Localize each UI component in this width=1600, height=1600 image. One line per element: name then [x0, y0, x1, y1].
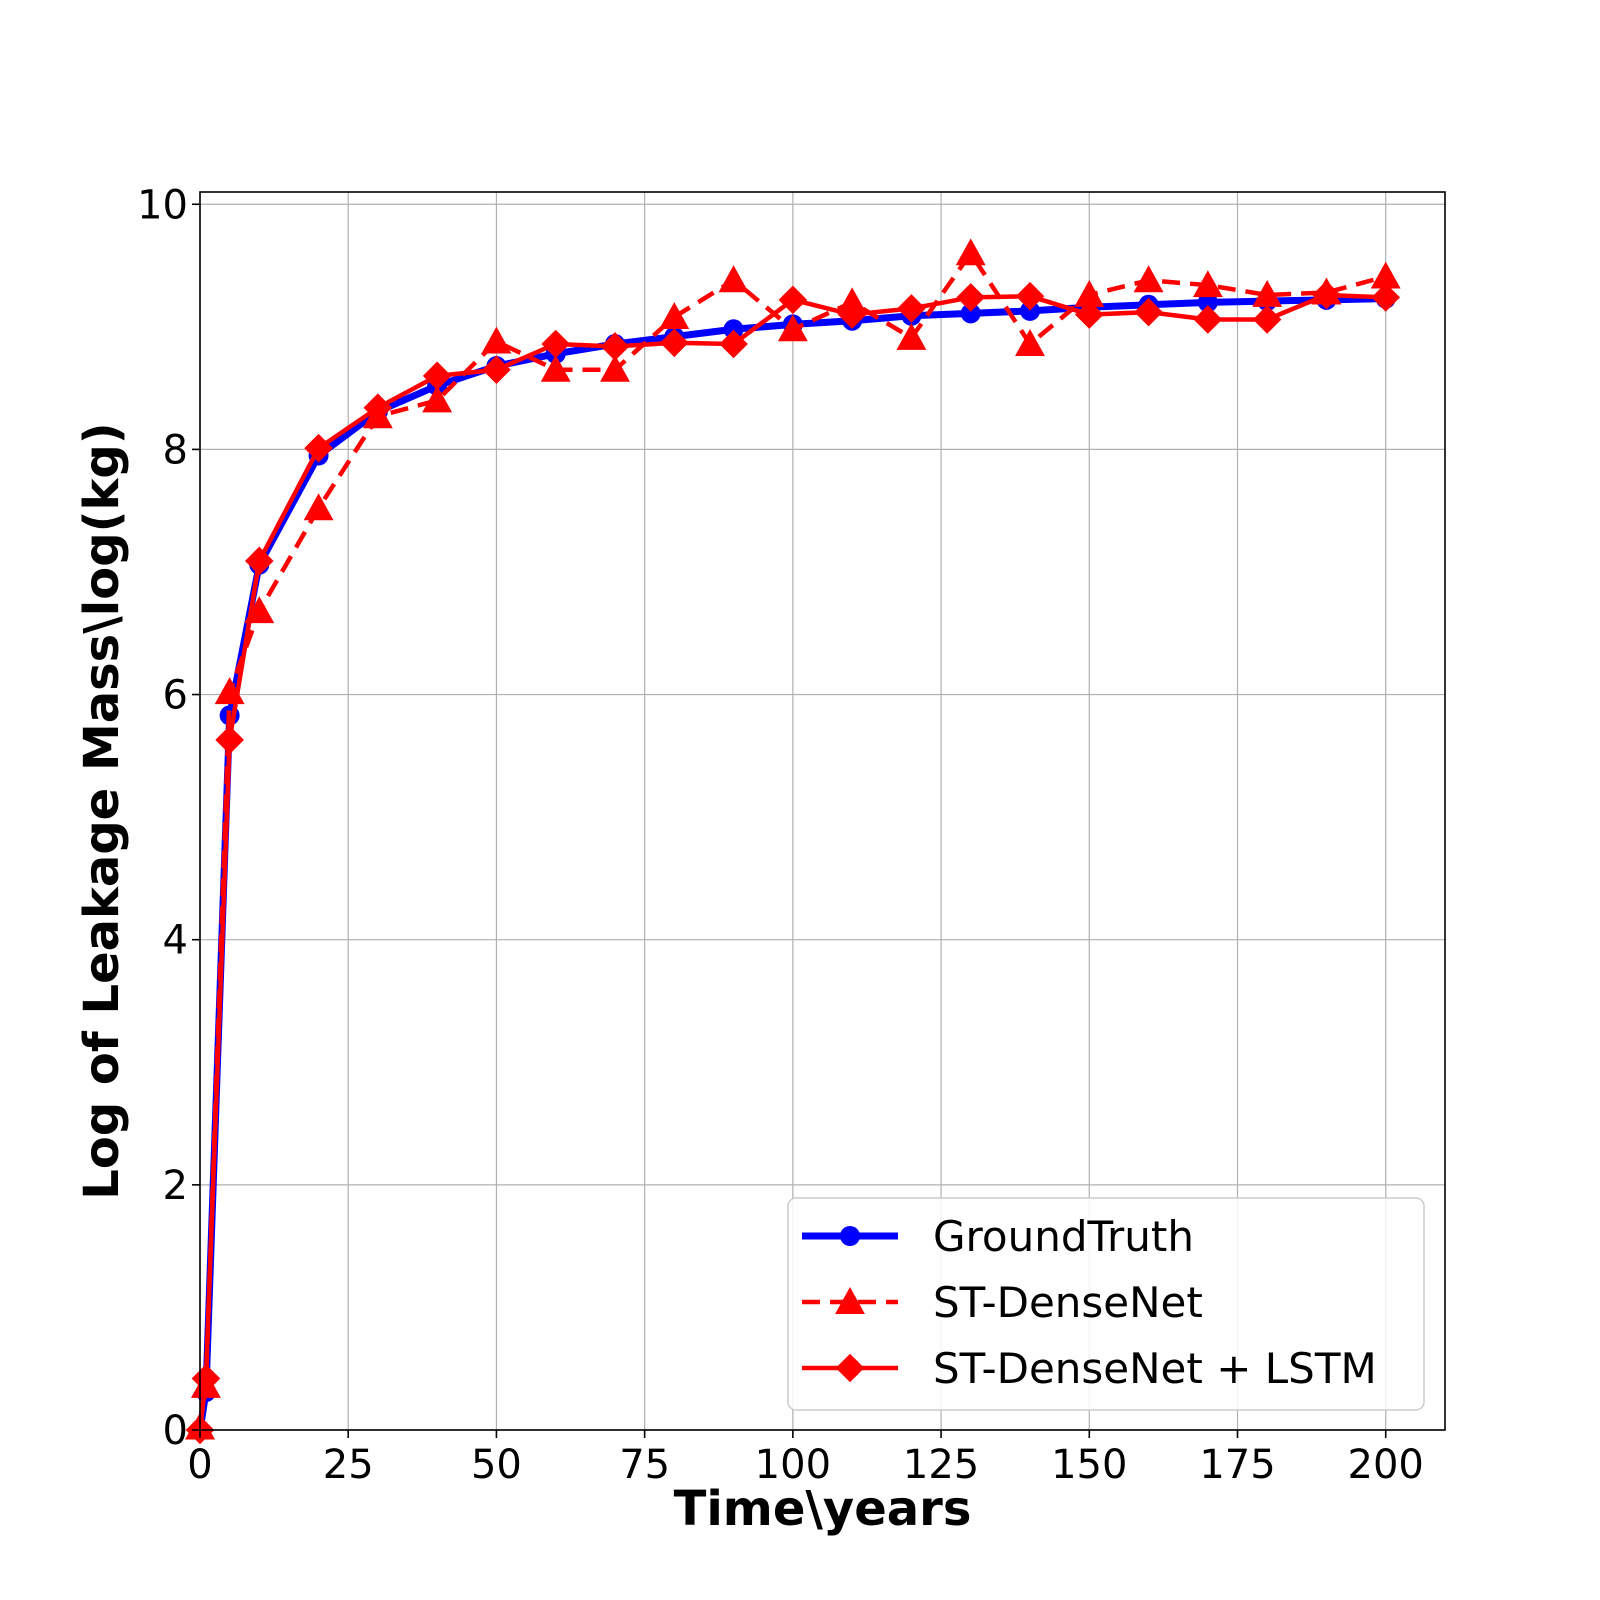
- data-series: [185, 238, 1401, 1445]
- grid-lines: [199, 192, 1445, 1431]
- data-point-st-densenet-lstm: [1134, 297, 1163, 327]
- data-point-st-densenet-lstm: [363, 393, 393, 423]
- legend-label: GroundTruth: [933, 1212, 1194, 1261]
- data-point-st-densenet-lstm: [482, 355, 511, 385]
- legend-item-groundtruth: GroundTruth: [802, 1212, 1194, 1261]
- x-tick-label: 50: [471, 1442, 522, 1488]
- data-point-st-densenet: [659, 302, 690, 329]
- data-point-groundtruth: [1020, 300, 1040, 321]
- data-point-groundtruth: [1197, 292, 1218, 313]
- data-point-st-densenet: [955, 238, 986, 266]
- data-point-st-densenet-lstm: [719, 329, 748, 359]
- data-point-st-densenet-lstm: [1015, 281, 1045, 311]
- data-point-st-densenet: [1133, 265, 1164, 293]
- x-tick-label: 25: [323, 1442, 374, 1488]
- axis-ticks: 0 25 50 75 100 125 150 175 200 0 2 4 6 8 10: [137, 182, 1424, 1488]
- data-point-st-densenet-lstm: [956, 283, 986, 312]
- data-point-st-densenet-lstm: [422, 361, 452, 391]
- legend-item-st-densenet-lstm: ST-DenseNet + LSTM: [802, 1344, 1377, 1393]
- plot-area-frame: [199, 191, 1446, 1431]
- x-tick-label: 0: [187, 1442, 212, 1488]
- data-point-st-densenet: [1370, 261, 1401, 289]
- data-point-st-densenet-lstm: [1371, 283, 1401, 312]
- x-tick-label: 100: [755, 1442, 831, 1488]
- legend-marker: [835, 1353, 865, 1383]
- data-point-st-densenet: [718, 265, 749, 293]
- data-point-st-densenet-lstm: [191, 1364, 221, 1393]
- data-point-st-densenet: [1192, 270, 1223, 298]
- data-point-st-densenet-lstm: [837, 300, 867, 329]
- data-point-st-densenet: [777, 314, 808, 342]
- y-tick-label: 8: [163, 427, 188, 473]
- data-point-st-densenet-lstm: [659, 328, 689, 358]
- series-st-densenet-lstm: [185, 280, 1401, 1445]
- x-tick-label: 75: [619, 1442, 670, 1488]
- x-tick-label: 150: [1051, 1442, 1127, 1488]
- data-point-st-densenet: [1074, 280, 1105, 307]
- legend-marker: [840, 1226, 860, 1246]
- data-point-st-densenet: [600, 354, 630, 382]
- legend-item-st-densenet: ST-DenseNet: [802, 1278, 1203, 1327]
- x-tick-label: 175: [1199, 1442, 1275, 1488]
- y-tick-label: 0: [163, 1408, 188, 1454]
- legend: GroundTruth ST-DenseNet ST-DenseNet + LSTM: [787, 1197, 1425, 1411]
- data-point-st-densenet-lstm: [1312, 280, 1341, 310]
- data-point-st-densenet: [481, 326, 512, 354]
- data-point-st-densenet-lstm: [304, 433, 333, 463]
- data-point-st-densenet-lstm: [1252, 305, 1282, 334]
- data-point-st-densenet-lstm: [1193, 305, 1223, 334]
- data-point-st-densenet: [540, 354, 571, 382]
- data-point-st-densenet: [422, 385, 453, 413]
- data-point-st-densenet: [1252, 280, 1283, 307]
- data-point-groundtruth: [723, 319, 744, 340]
- data-point-st-densenet-lstm: [897, 294, 926, 323]
- data-point-st-densenet-lstm: [215, 725, 244, 755]
- data-point-st-densenet-lstm: [541, 329, 571, 359]
- x-axis-label: Time\years: [674, 1481, 972, 1537]
- y-tick-label: 10: [137, 182, 188, 228]
- data-point-st-densenet-lstm: [778, 285, 808, 315]
- y-tick-label: 6: [163, 673, 188, 719]
- data-point-st-densenet-lstm: [244, 546, 274, 576]
- data-point-st-densenet: [1015, 329, 1045, 356]
- y-tick-label: 2: [163, 1163, 188, 1209]
- legend-marker: [835, 1287, 865, 1314]
- legend-box: [787, 1197, 1425, 1411]
- x-tick-label: 200: [1348, 1442, 1424, 1488]
- data-point-st-densenet: [303, 493, 334, 521]
- data-point-st-densenet: [896, 322, 927, 350]
- data-point-groundtruth: [960, 303, 981, 324]
- y-tick-label: 4: [163, 918, 188, 964]
- data-point-st-densenet-lstm: [600, 332, 630, 361]
- data-point-st-densenet-lstm: [1074, 300, 1104, 329]
- legend-label: ST-DenseNet: [933, 1278, 1203, 1327]
- x-tick-label: 125: [903, 1442, 979, 1488]
- y-axis-label: Log of Leakage Mass\log(kg): [74, 422, 130, 1199]
- legend-label: ST-DenseNet + LSTM: [933, 1344, 1377, 1393]
